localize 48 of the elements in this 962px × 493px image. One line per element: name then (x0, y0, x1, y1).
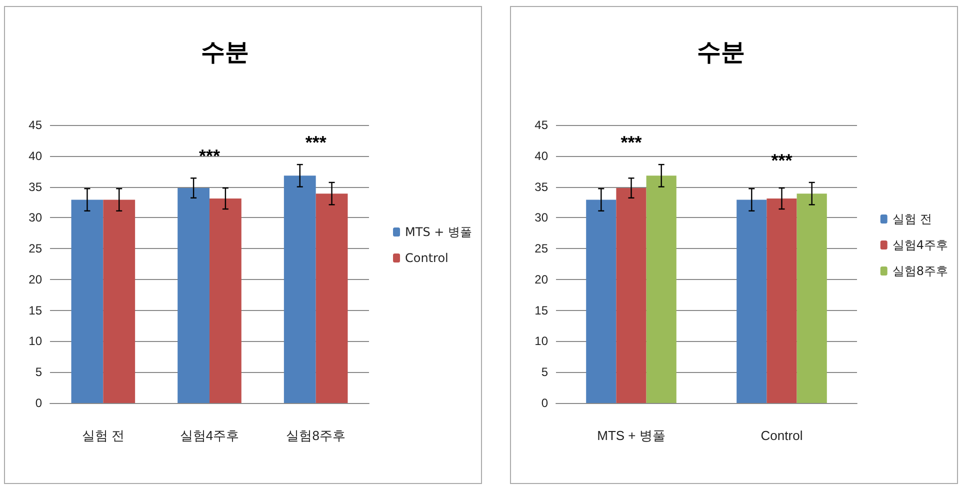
chart-title: 수분 (697, 38, 745, 66)
annotation: *** (305, 132, 326, 153)
y-tick-label: 45 (28, 118, 42, 132)
y-tick-label: 20 (534, 272, 548, 286)
bar (616, 188, 646, 403)
bar (586, 200, 616, 403)
annotation: *** (198, 146, 220, 166)
y-tick-label: 0 (541, 396, 548, 410)
annotation: *** (620, 132, 642, 153)
bar (766, 198, 797, 403)
annotation: *** (771, 150, 792, 170)
y-tick-label: 5 (541, 365, 548, 380)
x-tick-label: 실험8주후 (286, 428, 346, 443)
bar (796, 194, 827, 403)
bar (210, 198, 242, 403)
legend-label: Control (405, 251, 448, 265)
y-tick-label: 20 (28, 272, 42, 286)
y-tick-label: 30 (28, 210, 42, 225)
x-tick-label: 실험4주후 (180, 428, 240, 443)
x-tick-label: MTS + 병풀 (597, 428, 666, 443)
y-tick-label: 25 (28, 242, 42, 256)
bar (316, 194, 348, 403)
y-tick-label: 40 (28, 148, 42, 163)
legend-label: MTS + 병풀 (405, 225, 472, 239)
bar (178, 188, 210, 403)
y-tick-label: 35 (28, 180, 42, 194)
bar (646, 176, 676, 403)
y-tick-label: 10 (28, 334, 42, 348)
y-tick-label: 10 (534, 334, 548, 348)
bar (284, 176, 316, 403)
chart-title: 수분 (201, 38, 249, 66)
y-tick-label: 5 (35, 365, 42, 380)
y-tick-label: 45 (534, 118, 548, 132)
legend-label: 실험4주후 (892, 238, 948, 252)
bar (736, 200, 767, 403)
y-tick-label: 15 (534, 303, 548, 318)
y-tick-label: 40 (534, 148, 548, 163)
legend-label: 실험8주후 (892, 264, 948, 278)
y-tick-label: 35 (534, 180, 548, 194)
legend-label: 실험 전 (892, 212, 932, 226)
y-tick-label: 25 (534, 242, 548, 256)
x-tick-label: 실험 전 (82, 428, 124, 443)
x-tick-label: Control (760, 428, 803, 443)
bar (71, 200, 104, 403)
y-tick-label: 0 (35, 396, 42, 410)
y-tick-label: 30 (534, 210, 548, 225)
bar (103, 200, 136, 403)
y-tick-label: 15 (28, 303, 42, 318)
